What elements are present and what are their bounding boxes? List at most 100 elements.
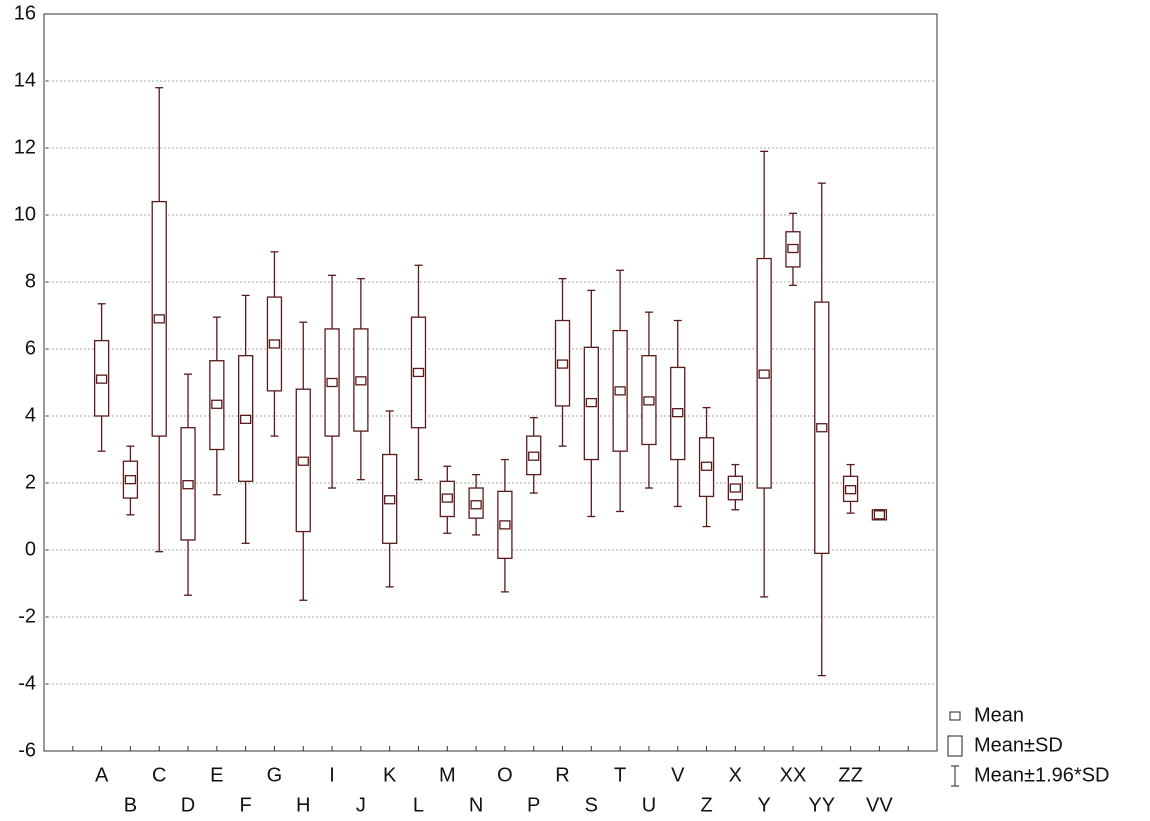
sd-box bbox=[727, 475, 744, 501]
mean-marker bbox=[643, 396, 655, 406]
sd-box bbox=[554, 319, 571, 407]
x-tick-label: B bbox=[124, 794, 137, 816]
sd-box bbox=[122, 460, 139, 499]
mean-marker bbox=[326, 377, 338, 388]
x-tick-label: M bbox=[439, 764, 456, 786]
mean-marker bbox=[556, 359, 569, 369]
x-tick-label: Z bbox=[700, 794, 712, 816]
y-tick-label: 10 bbox=[14, 203, 36, 225]
sd-box bbox=[180, 427, 196, 541]
sd-box bbox=[641, 355, 657, 446]
x-tick-label: C bbox=[152, 764, 166, 786]
sd-box bbox=[785, 231, 801, 268]
legend-label: Mean bbox=[974, 704, 1024, 726]
mean-marker bbox=[211, 399, 223, 409]
sd-box bbox=[756, 257, 772, 489]
mean-marker bbox=[412, 367, 425, 378]
sd-box bbox=[266, 296, 283, 392]
x-tick-label: H bbox=[296, 794, 310, 816]
sd-box bbox=[612, 329, 628, 452]
mean-marker bbox=[297, 456, 309, 466]
sd-box bbox=[468, 487, 484, 519]
x-tick-label: V bbox=[671, 764, 685, 786]
legend-label: Mean±SD bbox=[974, 734, 1063, 756]
y-tick-label: 8 bbox=[25, 270, 36, 292]
x-tick-label: G bbox=[267, 764, 283, 786]
mean-marker bbox=[441, 493, 453, 503]
sd-box bbox=[871, 509, 888, 521]
mean-marker bbox=[729, 483, 742, 493]
sd-box bbox=[324, 328, 340, 437]
y-tick-label: 4 bbox=[25, 404, 36, 426]
y-tick-label: -6 bbox=[18, 739, 36, 761]
legend-mean-icon bbox=[949, 711, 961, 721]
x-tick-label: YY bbox=[808, 794, 835, 816]
sd-box bbox=[814, 301, 830, 555]
x-tick-label: VV bbox=[866, 794, 893, 816]
plot-frame bbox=[43, 13, 938, 752]
x-tick-label: T bbox=[614, 764, 626, 786]
mean-marker bbox=[384, 495, 396, 505]
mean-marker bbox=[470, 500, 482, 510]
x-tick-label: A bbox=[95, 764, 109, 786]
x-tick-label: S bbox=[585, 794, 598, 816]
sd-box bbox=[670, 366, 686, 461]
x-tick-label: N bbox=[469, 794, 483, 816]
mean-marker bbox=[700, 461, 713, 471]
x-tick-label: L bbox=[413, 794, 424, 816]
sd-box bbox=[583, 346, 599, 461]
mean-marker bbox=[873, 510, 886, 520]
y-tick-label: 12 bbox=[14, 136, 36, 158]
mean-marker bbox=[614, 386, 626, 396]
x-tick-label: D bbox=[181, 794, 195, 816]
sd-box bbox=[93, 339, 110, 417]
y-tick-label: -2 bbox=[18, 605, 36, 627]
legend-box-icon bbox=[947, 735, 963, 757]
y-tick-label: 6 bbox=[25, 337, 36, 359]
x-tick-label: P bbox=[527, 794, 540, 816]
mean-marker bbox=[499, 520, 511, 530]
mean-marker bbox=[95, 374, 108, 384]
x-tick-label: K bbox=[383, 764, 397, 786]
mean-marker bbox=[124, 474, 137, 485]
x-tick-label: XX bbox=[780, 764, 807, 786]
x-tick-label: R bbox=[555, 764, 569, 786]
x-tick-label: X bbox=[729, 764, 742, 786]
mean-marker bbox=[528, 451, 540, 461]
mean-marker bbox=[182, 480, 194, 490]
sd-box bbox=[237, 355, 254, 482]
x-tick-label: O bbox=[497, 764, 513, 786]
sd-box bbox=[526, 435, 542, 476]
mean-marker bbox=[268, 339, 281, 349]
mean-marker bbox=[585, 397, 597, 408]
sd-box bbox=[842, 475, 859, 503]
mean-marker bbox=[787, 243, 799, 254]
sd-box bbox=[698, 437, 715, 498]
sd-box bbox=[151, 200, 167, 437]
mean-marker bbox=[758, 369, 770, 379]
mean-marker bbox=[844, 485, 857, 495]
mean-marker bbox=[816, 423, 828, 433]
sd-box bbox=[410, 316, 427, 429]
y-tick-label: 2 bbox=[25, 471, 36, 493]
mean-marker bbox=[153, 314, 165, 324]
mean-marker bbox=[672, 407, 684, 418]
y-tick-label: 14 bbox=[14, 69, 36, 91]
x-tick-label: Y bbox=[757, 794, 770, 816]
sd-box bbox=[382, 453, 398, 544]
x-tick-label: J bbox=[356, 794, 366, 816]
x-tick-label: I bbox=[329, 764, 335, 786]
sd-box bbox=[295, 388, 311, 533]
x-tick-label: U bbox=[642, 794, 656, 816]
legend-label: Mean±1.96*SD bbox=[974, 764, 1110, 786]
sd-box bbox=[209, 360, 225, 451]
y-tick-label: -4 bbox=[18, 672, 36, 694]
y-tick-label: 0 bbox=[25, 538, 36, 560]
sd-box bbox=[497, 490, 513, 560]
sd-box bbox=[439, 480, 455, 518]
sd-box bbox=[353, 328, 369, 432]
y-tick-label: 16 bbox=[14, 2, 36, 24]
mean-marker bbox=[239, 414, 252, 425]
x-tick-label: ZZ bbox=[838, 764, 862, 786]
